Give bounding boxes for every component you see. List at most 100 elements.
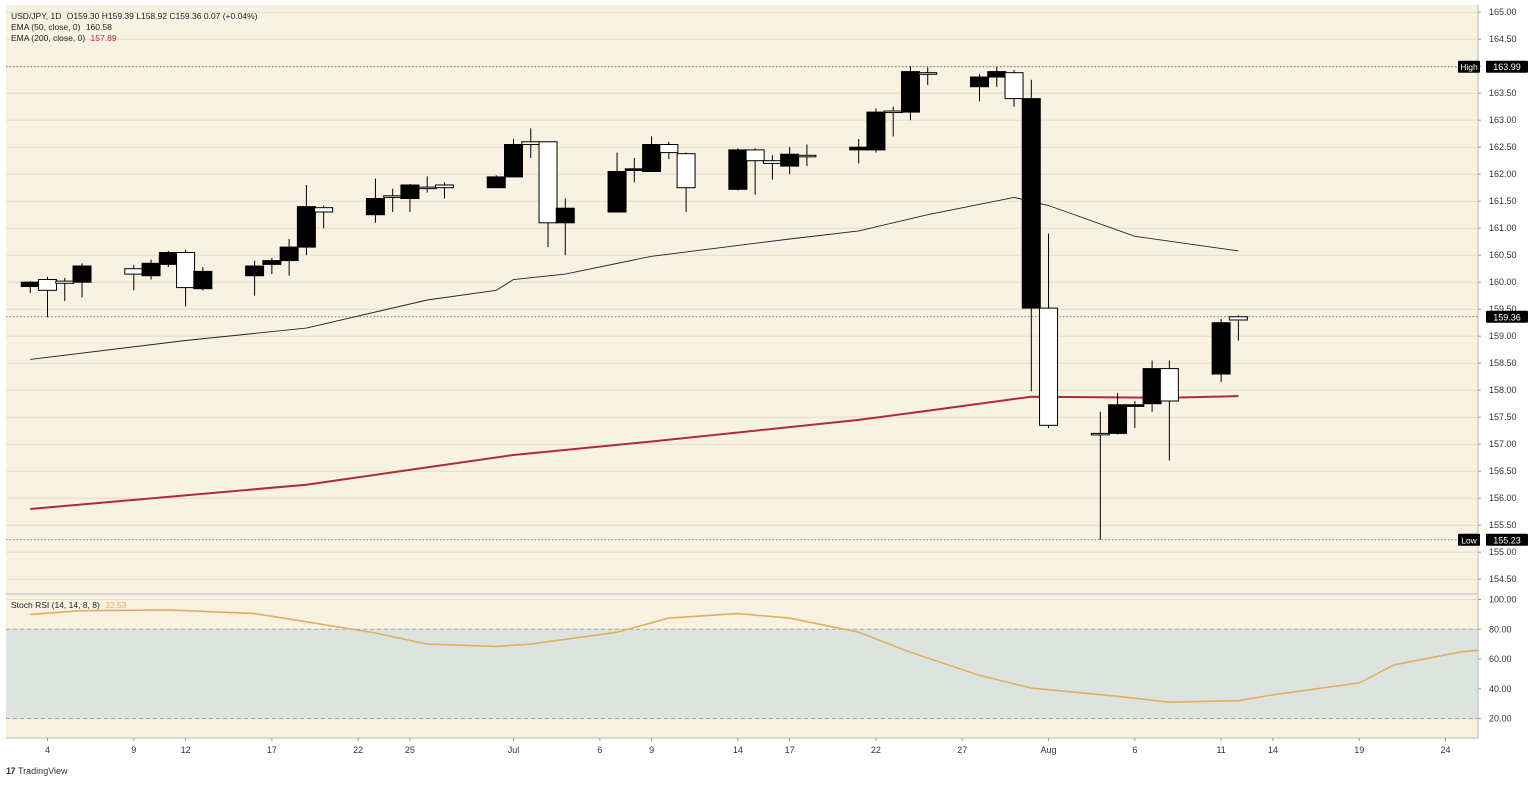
candle-body	[1228, 316, 1248, 321]
legend-ema200-value: 157.89	[90, 33, 117, 43]
candle[interactable]	[642, 136, 662, 172]
price-tick-label: 161.00	[1489, 223, 1517, 233]
candle[interactable]	[158, 250, 178, 268]
candle[interactable]	[659, 141, 679, 160]
candle[interactable]	[555, 198, 575, 256]
candle-body	[1039, 307, 1059, 426]
high-tag	[1486, 60, 1528, 73]
candle[interactable]	[745, 148, 765, 195]
time-tick-label: 4	[45, 745, 50, 755]
candle[interactable]	[866, 108, 886, 153]
candle-body	[883, 110, 903, 114]
candle[interactable]	[38, 276, 57, 318]
candle[interactable]	[918, 67, 938, 86]
candle-body	[400, 184, 420, 199]
candle[interactable]	[1090, 411, 1110, 540]
candle[interactable]	[296, 185, 316, 256]
candle[interactable]	[1108, 392, 1128, 435]
candle[interactable]	[676, 152, 696, 212]
time-tick-label: 9	[131, 745, 136, 755]
candle[interactable]	[245, 260, 265, 296]
legend-ohlc: O159.30 H159.39 L158.92 C159.36 0.07 (+0…	[66, 11, 258, 21]
candle[interactable]	[314, 205, 334, 229]
candle[interactable]	[607, 152, 627, 213]
candle[interactable]	[1039, 233, 1059, 428]
candles[interactable]	[20, 66, 1248, 540]
candle-body	[245, 265, 265, 277]
candle-body	[970, 76, 989, 88]
price-markers: High 163.99 Low 155.23 159.36	[1458, 60, 1528, 546]
candle-body	[676, 153, 696, 189]
candle-body	[38, 279, 57, 291]
stoch-tick-label: 80.00	[1489, 624, 1512, 634]
price-axis-background	[1479, 0, 1528, 784]
candle-body	[521, 141, 541, 146]
candle-body	[1108, 404, 1128, 434]
time-tick-label: 25	[405, 745, 415, 755]
candle[interactable]	[400, 183, 420, 212]
candle[interactable]	[279, 239, 299, 276]
candle[interactable]	[780, 147, 800, 175]
candle[interactable]	[797, 144, 817, 167]
time-tick-label: 17	[267, 745, 277, 755]
candle-body	[659, 144, 679, 154]
candle[interactable]	[141, 259, 161, 280]
legend-ema50-row: EMA (50, close, 0) 160.58	[11, 22, 112, 32]
candle[interactable]	[365, 178, 385, 223]
candle-body	[762, 160, 782, 164]
stoch-tick-label: 60.00	[1489, 654, 1512, 664]
legend-ema50-value: 160.58	[85, 22, 112, 32]
main-pane-background	[6, 5, 1478, 594]
candle-body	[20, 281, 40, 288]
price-tick-label: 159.50	[1489, 304, 1517, 314]
candle[interactable]	[728, 148, 748, 191]
legend-ema50-label: EMA (50, close, 0)	[11, 22, 81, 32]
candle[interactable]	[176, 249, 196, 307]
time-tick-label: 22	[871, 745, 881, 755]
legend-stoch-label: Stoch RSI (14, 14, 8, 8)	[11, 600, 100, 610]
price-tick-label: 163.00	[1489, 115, 1517, 125]
candle-body	[866, 111, 886, 151]
candle[interactable]	[970, 74, 989, 102]
candle[interactable]	[1228, 315, 1248, 341]
tradingview-logo-icon: 17	[6, 766, 16, 776]
legend-ema200-row: EMA (200, close, 0) 157.89	[11, 33, 117, 43]
time-tick-label: 14	[1268, 745, 1278, 755]
candle-body	[987, 71, 1007, 78]
price-tick-label: 159.00	[1489, 331, 1517, 341]
candle-body	[296, 206, 316, 248]
candle-body	[1211, 322, 1231, 375]
candle-body	[365, 198, 385, 216]
time-tick-label: 27	[957, 745, 967, 755]
candle[interactable]	[1159, 360, 1179, 461]
candle[interactable]	[1211, 318, 1231, 383]
high-tag-value: 163.99	[1493, 62, 1521, 72]
candle[interactable]	[1125, 401, 1145, 428]
candle-body	[262, 260, 282, 265]
candle[interactable]	[193, 267, 213, 291]
candle[interactable]	[72, 263, 92, 298]
time-tick-label: 19	[1354, 745, 1364, 755]
candle[interactable]	[434, 182, 454, 199]
high-label: High	[1460, 62, 1478, 72]
candle[interactable]	[900, 66, 920, 121]
last-price-tag-value: 159.36	[1493, 312, 1521, 322]
candle[interactable]	[486, 175, 506, 189]
price-tick-label: 160.00	[1489, 277, 1517, 287]
price-tick-label: 156.50	[1489, 466, 1517, 476]
price-tick-label: 165.00	[1489, 7, 1517, 17]
candle[interactable]	[1021, 79, 1041, 392]
candle-body	[158, 252, 178, 265]
stoch-band-fill	[6, 629, 1478, 719]
left-margin	[0, 0, 6, 784]
candle[interactable]	[262, 257, 282, 275]
candle[interactable]	[538, 141, 558, 248]
price-tick-label: 158.00	[1489, 385, 1517, 395]
candle[interactable]	[504, 139, 523, 178]
price-tick-label: 161.50	[1489, 196, 1517, 206]
candle[interactable]	[1142, 360, 1162, 412]
candle[interactable]	[1004, 69, 1024, 107]
